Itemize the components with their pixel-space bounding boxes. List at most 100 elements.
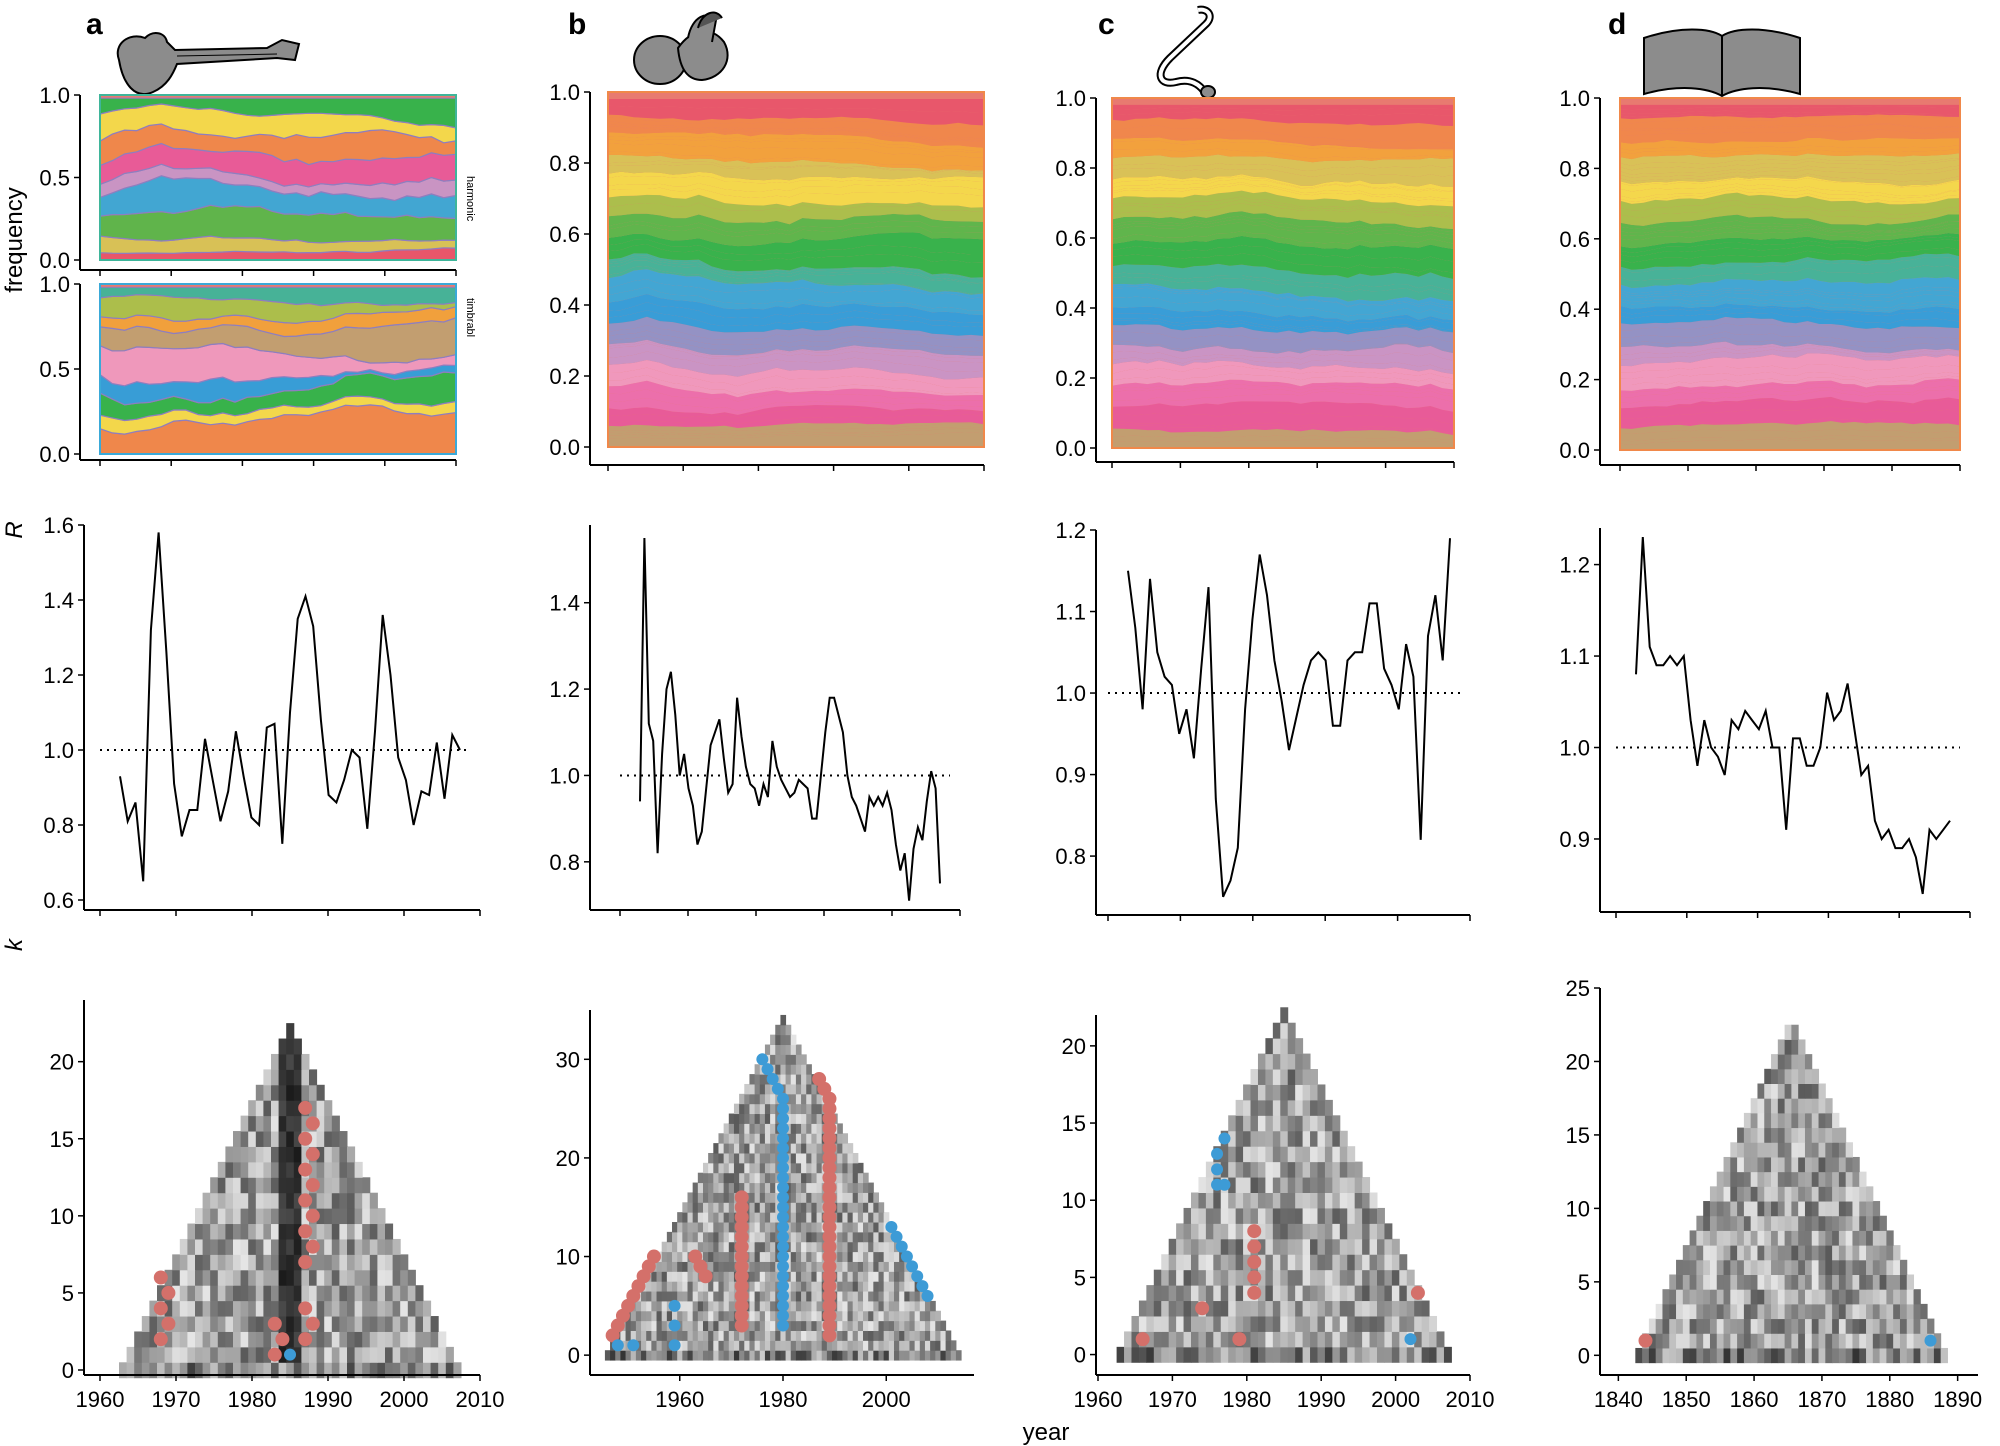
heat-cell bbox=[1743, 1112, 1752, 1129]
heat-cell bbox=[873, 1271, 879, 1282]
heat-cell bbox=[1317, 1099, 1326, 1116]
heat-cell bbox=[278, 1192, 287, 1209]
heat-cell bbox=[733, 1152, 740, 1164]
heat-cell bbox=[1764, 1156, 1772, 1173]
heat-cell bbox=[718, 1172, 725, 1184]
heat-cell bbox=[1750, 1230, 1758, 1246]
stream-band bbox=[1620, 115, 1960, 129]
heat-cell bbox=[1764, 1259, 1772, 1275]
heat-cell bbox=[847, 1300, 854, 1312]
book-icon bbox=[1643, 28, 1801, 98]
stream-band bbox=[608, 310, 984, 336]
heat-cell bbox=[1235, 1346, 1244, 1363]
heat-cell bbox=[873, 1310, 879, 1322]
heat-cell bbox=[1811, 1142, 1820, 1158]
heat-cell bbox=[935, 1340, 941, 1351]
heat-cell bbox=[202, 1208, 211, 1225]
heat-cell bbox=[1205, 1238, 1214, 1255]
heat-cell bbox=[811, 1320, 818, 1331]
heat-cell bbox=[801, 1172, 807, 1184]
heat-cell bbox=[1899, 1289, 1908, 1305]
heat-cell bbox=[656, 1310, 663, 1322]
heat-cell bbox=[801, 1340, 807, 1351]
heat-cell bbox=[263, 1223, 272, 1240]
heat-cell bbox=[354, 1269, 363, 1286]
heat-cell bbox=[1825, 1274, 1833, 1290]
heat-cell bbox=[324, 1131, 333, 1147]
heat-cell bbox=[790, 1222, 797, 1233]
heat-cell bbox=[713, 1281, 719, 1292]
heat-cell bbox=[164, 1346, 173, 1363]
heat-cell bbox=[248, 1285, 257, 1302]
heat-cell bbox=[278, 1254, 287, 1271]
heat-cell bbox=[286, 1177, 295, 1194]
heat-cell bbox=[852, 1350, 859, 1361]
heat-cell bbox=[362, 1192, 371, 1209]
heat-cell bbox=[1220, 1300, 1229, 1317]
heat-cell bbox=[795, 1083, 802, 1095]
heat-cell bbox=[1265, 1315, 1274, 1332]
heat-cell bbox=[749, 1202, 756, 1213]
heat-cell bbox=[811, 1271, 818, 1282]
heat-cell bbox=[801, 1330, 807, 1341]
heat-cell bbox=[811, 1113, 818, 1124]
heat-cell bbox=[1205, 1207, 1214, 1224]
heat-cell bbox=[811, 1222, 818, 1233]
heat-cell bbox=[878, 1350, 885, 1361]
heat-cell bbox=[293, 1053, 302, 1070]
heat-cell bbox=[1377, 1238, 1385, 1255]
y-tick-label: 1.0 bbox=[1055, 681, 1086, 706]
y-tick-label: 0.6 bbox=[43, 888, 74, 913]
heat-cell bbox=[790, 1093, 797, 1105]
heat-cell bbox=[811, 1231, 818, 1243]
heat-cell bbox=[1703, 1215, 1711, 1231]
stream-band bbox=[1620, 149, 1960, 160]
red-point bbox=[305, 1116, 320, 1131]
heat-cell bbox=[1879, 1289, 1887, 1305]
heat-cell bbox=[347, 1346, 356, 1363]
heat-cell bbox=[914, 1350, 921, 1361]
heat-cell bbox=[240, 1254, 249, 1271]
heat-cell bbox=[837, 1330, 843, 1341]
heat-cell bbox=[723, 1310, 730, 1322]
red-point bbox=[822, 1101, 837, 1116]
heat-cell bbox=[415, 1300, 424, 1317]
heat-cell bbox=[225, 1346, 234, 1363]
blue-point bbox=[885, 1220, 898, 1233]
heat-cell bbox=[1811, 1274, 1820, 1290]
heat-cell bbox=[1302, 1130, 1311, 1147]
heat-cell bbox=[172, 1285, 181, 1302]
heat-cell bbox=[692, 1310, 699, 1322]
heat-cell bbox=[1295, 1315, 1304, 1332]
heat-cell bbox=[770, 1222, 776, 1233]
heat-cell bbox=[1832, 1201, 1840, 1217]
heat-cell bbox=[728, 1222, 735, 1233]
stream-band bbox=[608, 380, 984, 402]
heat-cell bbox=[331, 1285, 340, 1302]
stream-band bbox=[608, 194, 984, 212]
stream-band bbox=[1620, 220, 1960, 233]
heat-cell bbox=[255, 1346, 264, 1363]
heat-cell bbox=[708, 1222, 714, 1233]
heat-cell bbox=[1310, 1161, 1318, 1178]
stream-band bbox=[1112, 125, 1454, 148]
heat-cell bbox=[1798, 1318, 1806, 1334]
heat-cell bbox=[795, 1251, 802, 1262]
heat-cell bbox=[1220, 1207, 1229, 1224]
stream-band bbox=[1620, 312, 1960, 330]
heat-cell bbox=[790, 1054, 797, 1065]
heat-cell bbox=[1798, 1112, 1806, 1129]
heat-cell bbox=[1764, 1186, 1772, 1202]
heat-cell bbox=[801, 1113, 807, 1124]
heat-cell bbox=[179, 1269, 188, 1286]
heat-cell bbox=[1845, 1259, 1853, 1275]
heat-cell bbox=[1354, 1238, 1363, 1255]
stream-band bbox=[608, 175, 984, 192]
blue-point bbox=[895, 1240, 908, 1253]
red-point bbox=[298, 1100, 313, 1115]
heat-cell bbox=[1280, 1285, 1289, 1302]
heat-cell bbox=[718, 1143, 725, 1154]
heat-cell bbox=[790, 1172, 797, 1184]
heat-cell bbox=[293, 1300, 302, 1317]
stream-band bbox=[1620, 378, 1960, 393]
